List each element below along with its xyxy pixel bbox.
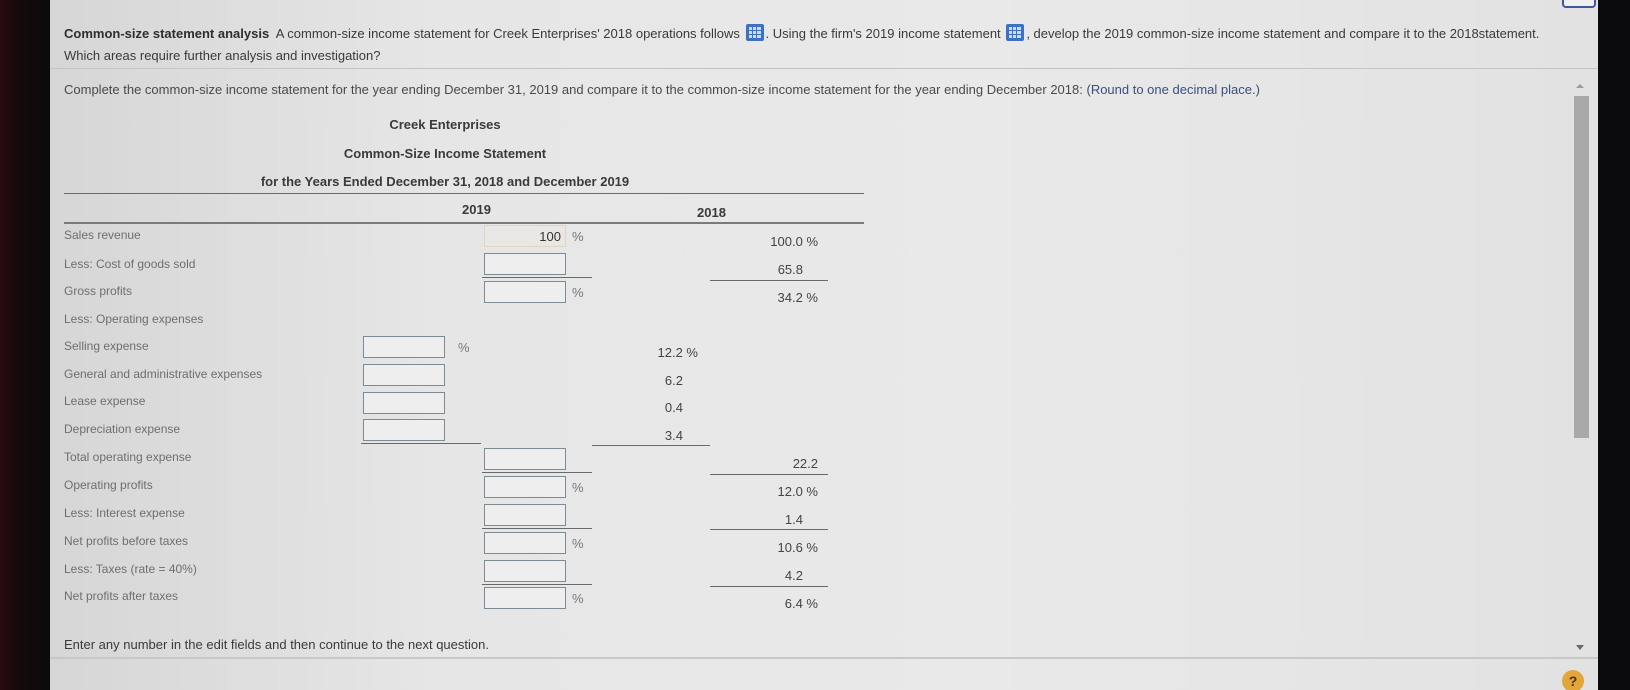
instruction: Complete the common-size income statemen… (64, 82, 1260, 97)
question-text-3: , develop the 2019 common-size income st… (64, 26, 1540, 63)
input-2019-net-profits-after-taxes[interactable] (484, 587, 566, 609)
input-2019-interest-expense[interactable] (484, 504, 566, 526)
input-2019-cogs[interactable] (484, 253, 566, 275)
monitor-bezel-right (1598, 0, 1630, 690)
monitor-bezel-left (0, 0, 50, 690)
value-2018-selling-expense: 12.2 % (657, 345, 698, 360)
screen: Common-size statement analysis A common-… (50, 0, 1598, 690)
answer-pane: Complete the common-size income statemen… (50, 72, 1598, 662)
row-label-operating-profits: Operating profits (64, 478, 153, 492)
subtotal-line (710, 280, 828, 281)
column-header-underline (64, 222, 864, 224)
question-text-1: A common-size income statement for Creek… (275, 26, 740, 41)
scrollbar-thumb[interactable] (1574, 96, 1589, 438)
pct-sign: % (572, 229, 584, 244)
input-2019-taxes[interactable] (484, 560, 566, 582)
value-2018-net-profits-after-taxes: 6.4 % (784, 596, 818, 611)
value-2018-taxes: 4.2 (784, 568, 803, 583)
row-label-cogs: Less: Cost of goods sold (64, 257, 196, 271)
value-2018-depreciation-expense: 3.4 (664, 428, 683, 443)
period-underline (64, 193, 864, 194)
pct-sign: % (458, 340, 470, 355)
input-2019-lease-expense[interactable] (363, 392, 445, 414)
subtotal-line (710, 586, 828, 587)
round-note: (Round to one decimal place.) (1086, 82, 1260, 97)
pct-sign: % (572, 536, 584, 551)
question-title: Common-size statement analysis (64, 26, 270, 41)
subtotal-line (482, 277, 592, 278)
value-2018-gross-profits: 34.2 % (777, 290, 818, 305)
header-divider (50, 68, 1598, 69)
input-2019-operating-profits[interactable] (484, 476, 566, 498)
company-name: Creek Enterprises (389, 117, 501, 132)
column-2019: 2019 (462, 202, 491, 217)
row-label-net-profits-after-taxes: Net profits after taxes (64, 589, 179, 603)
row-label-lease-expense: Lease expense (64, 394, 146, 408)
pct-sign: % (572, 285, 584, 300)
help-button[interactable]: ? (1562, 670, 1584, 690)
row-label-net-profits-before-taxes: Net profits before taxes (64, 534, 189, 548)
row-label-interest-expense: Less: Interest expense (64, 506, 185, 520)
input-2019-total-operating-expense[interactable] (484, 448, 566, 470)
row-label-taxes: Less: Taxes (rate = 40%) (64, 562, 197, 576)
row-label-gross-profits: Gross profits (64, 284, 133, 298)
value-2018-total-operating-expense: 22.2 (792, 456, 818, 471)
value-2018-ga-expenses: 6.2 (664, 373, 683, 388)
value-2018-cogs: 65.8 (777, 262, 803, 277)
instruction-text: Complete the common-size income statemen… (64, 82, 1083, 97)
subtotal-line (361, 443, 481, 444)
subtotal-line (592, 445, 710, 446)
row-label-selling-expense: Selling expense (64, 339, 149, 353)
row-label-ga-expenses: General and administrative expenses (64, 367, 263, 381)
subtotal-line (482, 528, 592, 529)
input-2019-selling-expense[interactable] (363, 336, 445, 358)
statement-title: Common-Size Income Statement (343, 146, 547, 161)
pct-sign: % (572, 591, 584, 606)
row-label-sales-revenue: Sales revenue (64, 228, 141, 242)
row-label-total-operating-expense: Total operating expense (64, 450, 192, 464)
value-2018-interest-expense: 1.4 (784, 512, 803, 527)
value-2018-net-profits-before-taxes: 10.6 % (777, 540, 818, 555)
statement-period: for the Years Ended December 31, 2018 an… (260, 174, 630, 189)
input-2019-depreciation-expense[interactable] (363, 419, 445, 441)
data-table-icon[interactable] (1006, 24, 1025, 41)
data-table-icon[interactable] (745, 24, 764, 41)
vertical-scrollbar[interactable] (1572, 82, 1590, 656)
top-corner-button[interactable] (1562, 0, 1596, 8)
question-text-2: . Using the firm's 2019 income statement (765, 26, 1001, 41)
row-label-operating-expenses: Less: Operating expenses (64, 312, 204, 326)
value-2018-operating-profits: 12.0 % (777, 484, 818, 499)
input-2019-gross-profits[interactable] (484, 281, 566, 303)
footer-note: Enter any number in the edit fields and … (64, 637, 489, 652)
pct-sign: % (572, 480, 584, 495)
column-2018: 2018 (697, 205, 726, 220)
input-2019-sales-revenue[interactable] (484, 225, 566, 247)
subtotal-line (710, 529, 828, 530)
footer-divider (50, 657, 1598, 659)
row-label-depreciation-expense: Depreciation expense (64, 422, 181, 436)
question-header: Common-size statement analysis A common-… (64, 23, 1564, 67)
subtotal-line (482, 472, 592, 473)
subtotal-line (710, 474, 828, 475)
scroll-down-arrow-icon[interactable] (1576, 645, 1584, 650)
input-2019-net-profits-before-taxes[interactable] (484, 532, 566, 554)
value-2018-lease-expense: 0.4 (664, 400, 683, 415)
subtotal-line (482, 584, 592, 585)
scroll-up-arrow-icon[interactable] (1576, 84, 1584, 88)
input-2019-ga-expenses[interactable] (363, 364, 445, 386)
value-2018-sales-revenue: 100.0 % (770, 234, 818, 249)
